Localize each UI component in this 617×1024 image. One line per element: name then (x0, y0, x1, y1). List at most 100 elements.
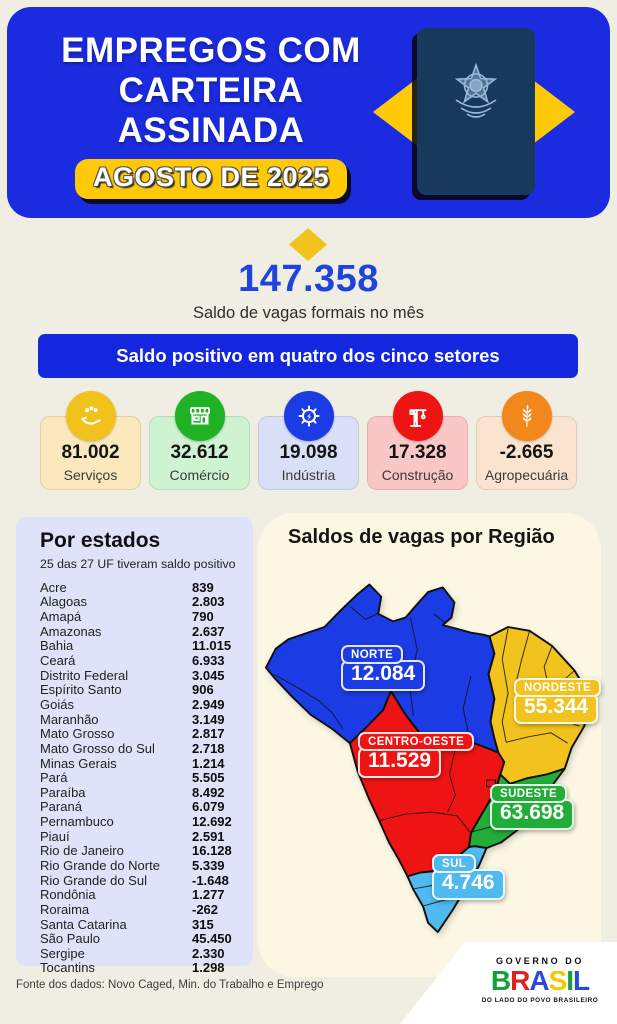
date-badge-wrap: AGOSTO DE 2025 (43, 159, 379, 199)
state-value: 1.214 (192, 755, 225, 771)
state-value: 6.933 (192, 653, 225, 669)
state-row: Piauí 2.591 (40, 829, 253, 844)
state-row: Ceará 6.933 (40, 653, 253, 668)
logo-governo-do-text: GOVERNO DO (495, 956, 584, 966)
state-name: Pará (40, 770, 68, 786)
states-panel-subtitle: 25 das 27 UF tiveram saldo positivo (40, 557, 236, 571)
state-row: Espírito Santo 906 (40, 682, 253, 697)
total-balance-caption: Saldo de vagas formais no mês (192, 304, 425, 322)
state-row: Rio de Janeiro 16.128 (40, 843, 253, 859)
state-value: 839 (192, 579, 214, 595)
state-value: 1.277 (192, 887, 225, 903)
state-name: Rondônia (40, 887, 96, 903)
sector-card-agropecuaria: -2.665 Agropecuária (476, 391, 577, 490)
sector-label: Agropecuária (484, 467, 569, 483)
region-badge: SUDESTE 63.698 (490, 784, 575, 830)
state-name: Paraíba (40, 784, 86, 800)
state-name: Mato Grosso do Sul (40, 740, 155, 756)
map-panel-title: Saldos de vagas por Região (288, 526, 555, 548)
state-value: -262 (192, 901, 219, 917)
state-value: 2.817 (192, 726, 225, 742)
sector-value: -2.665 (499, 442, 554, 463)
state-value: 12.692 (192, 814, 232, 830)
state-row: Tocantins 1.298 (40, 960, 253, 976)
state-value: 3.149 (192, 711, 225, 727)
sector-value: 17.328 (388, 442, 447, 463)
date-badge: AGOSTO DE 2025 (74, 159, 348, 199)
sector-card-comercio: 32.612 Comércio (149, 391, 250, 490)
sector-label: Indústria (281, 467, 336, 483)
state-row: Pernambuco 12.692 (40, 814, 253, 829)
governo-do-brasil-logo: GOVERNO DO BRASIL DO LADO DO POVO BRASIL… (478, 956, 602, 1004)
sector-label: Comércio (169, 467, 230, 483)
state-row: Acre 839 (40, 580, 253, 595)
state-row: Minas Gerais 1.214 (40, 756, 253, 771)
state-name: Piauí (40, 828, 70, 844)
state-value: -1.648 (192, 872, 229, 888)
sector-card-construcao: 17.328 Construção (367, 391, 468, 490)
region-value: 11.529 (358, 747, 442, 778)
state-row: Paraná 6.079 (40, 799, 253, 815)
state-value: 5.339 (192, 858, 225, 873)
state-row: Rondônia 1.277 (40, 887, 253, 902)
region-name: SUDESTE (490, 784, 568, 803)
states-list: Acre 839 Alagoas 2.803 Amapá 790 Amazona… (40, 580, 253, 976)
region-badge: CENTRO-OESTE 11.529 (358, 732, 475, 778)
region-name: NORTE (341, 645, 404, 664)
logo-letter: I (566, 965, 574, 996)
state-name: Alagoas (40, 594, 87, 610)
region-value: 63.698 (490, 799, 575, 830)
state-value: 790 (192, 609, 214, 625)
sector-value: 81.002 (61, 442, 120, 463)
state-value: 906 (192, 682, 214, 698)
state-name: Amazonas (40, 623, 102, 639)
state-name: Rio Grande do Norte (40, 858, 160, 873)
logo-letter: B (490, 965, 511, 996)
logo-tagline: DO LADO DO POVO BRASILEIRO (481, 997, 599, 1004)
state-value: 2.591 (192, 828, 225, 844)
state-name: Rio de Janeiro (40, 843, 124, 859)
sector-value: 32.612 (170, 442, 229, 463)
state-value: 16.128 (192, 843, 232, 859)
state-value: 1.298 (192, 960, 225, 976)
state-value: 6.079 (192, 799, 225, 815)
state-name: Acre (40, 579, 67, 595)
state-row: Mato Grosso do Sul 2.718 (40, 741, 253, 756)
sector-card-servicos: 81.002 Serviços (40, 391, 141, 490)
state-name: Espírito Santo (40, 682, 122, 698)
logo-brasil-wordmark: BRASIL (478, 966, 602, 996)
state-name: São Paulo (40, 931, 100, 947)
brazil-coat-of-arms-icon (454, 62, 498, 118)
state-row: São Paulo 45.450 (40, 931, 253, 946)
state-name: Tocantins (40, 960, 95, 976)
total-balance-value: 147.358 (238, 258, 379, 300)
work-card-document (417, 28, 535, 195)
state-value: 2.803 (192, 594, 225, 610)
state-name: Roraima (40, 901, 90, 917)
header-banner: EMPREGOS COM CARTEIRA ASSINADA AGOSTO DE… (7, 7, 610, 218)
state-name: Ceará (40, 653, 76, 669)
logo-letter: L (573, 965, 590, 996)
page-title: EMPREGOS COM CARTEIRA ASSINADA (61, 31, 361, 150)
logo-letter: S (548, 965, 568, 996)
region-value: 12.084 (341, 660, 426, 691)
state-name: Santa Catarina (40, 916, 127, 932)
small-diamond-decoration (289, 228, 327, 261)
region-badge: NORTE 12.084 (341, 645, 426, 691)
state-value: 3.045 (192, 667, 225, 683)
state-row: Alagoas 2.803 (40, 594, 253, 610)
state-name: Rio Grande do Sul (40, 872, 147, 888)
state-value: 5.505 (192, 770, 225, 786)
states-panel-title: Por estados (40, 529, 161, 552)
sector-label: Serviços (63, 467, 118, 483)
state-row: Amazonas 2.637 (40, 624, 253, 639)
state-row: Amapá 790 (40, 609, 253, 624)
state-row: Santa Catarina 315 (40, 917, 253, 932)
state-name: Paraná (40, 799, 82, 815)
state-name: Distrito Federal (40, 667, 129, 683)
state-value: 2.330 (192, 945, 225, 961)
state-row: Pará 5.505 (40, 770, 253, 785)
wheat-icon (501, 391, 552, 441)
state-row: Mato Grosso 2.817 (40, 726, 253, 741)
